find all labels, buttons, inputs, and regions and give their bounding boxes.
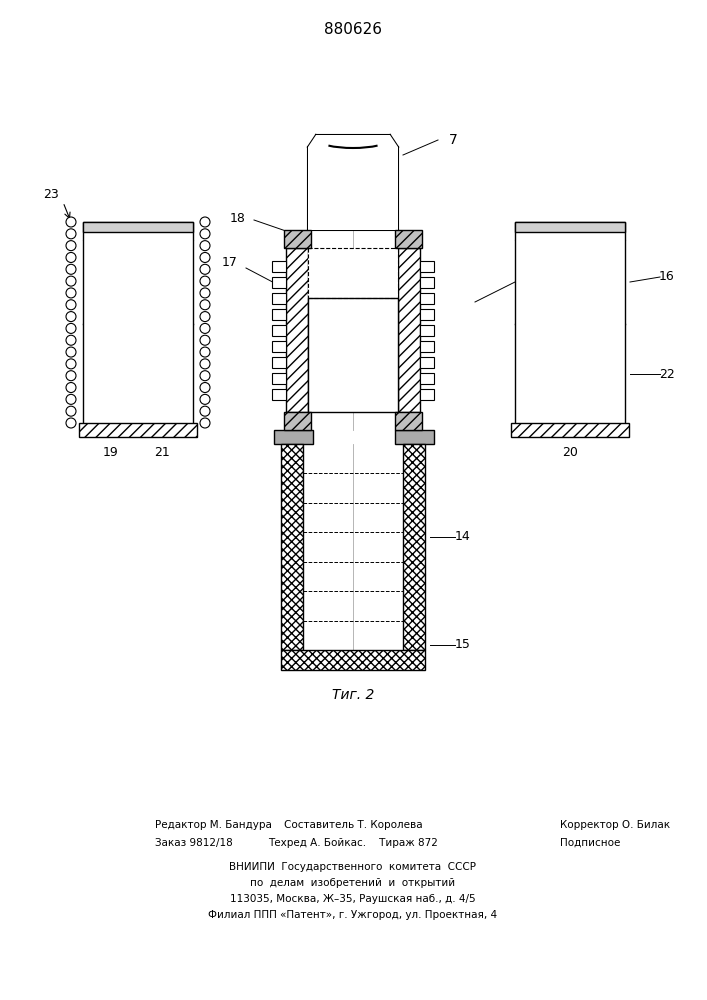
Circle shape [200, 312, 210, 322]
Circle shape [66, 347, 76, 357]
Bar [395, 412, 422, 430]
Circle shape [200, 252, 210, 262]
Bar [272, 260, 286, 271]
Polygon shape [308, 135, 398, 230]
Text: Составитель Т. Королева: Составитель Т. Королева [284, 820, 422, 830]
Text: по  делам  изобретений  и  открытий: по делам изобретений и открытий [250, 878, 455, 888]
Text: 14: 14 [455, 530, 471, 543]
Bar [83, 222, 193, 232]
Bar [79, 423, 197, 437]
Circle shape [200, 418, 210, 428]
Circle shape [200, 300, 210, 310]
Bar [284, 230, 311, 248]
Circle shape [200, 323, 210, 333]
Bar [272, 372, 286, 383]
Circle shape [200, 264, 210, 274]
Bar [420, 388, 434, 399]
Bar [272, 292, 286, 304]
Text: 17: 17 [222, 256, 238, 269]
Circle shape [200, 406, 210, 416]
Circle shape [200, 276, 210, 286]
Bar [272, 388, 286, 399]
Bar [281, 444, 303, 650]
Bar [515, 222, 625, 435]
Text: 21: 21 [154, 446, 170, 460]
Circle shape [66, 371, 76, 381]
Text: Заказ 9812/18: Заказ 9812/18 [155, 838, 233, 848]
Text: ВНИИПИ  Государственного  комитета  СССР: ВНИИПИ Государственного комитета СССР [230, 862, 477, 872]
Text: 18: 18 [230, 212, 246, 225]
Text: 19: 19 [103, 446, 118, 460]
Bar [420, 324, 434, 336]
Circle shape [200, 347, 210, 357]
Circle shape [200, 288, 210, 298]
Text: Корректор О. Билак: Корректор О. Билак [560, 820, 670, 830]
Text: 23: 23 [43, 188, 59, 200]
Text: 22: 22 [659, 368, 675, 381]
Circle shape [66, 312, 76, 322]
Bar [272, 276, 286, 288]
Bar [420, 308, 434, 320]
Circle shape [66, 217, 76, 227]
Bar [308, 298, 398, 412]
Circle shape [200, 394, 210, 404]
Text: 7: 7 [449, 133, 457, 147]
Circle shape [200, 241, 210, 251]
Text: 20: 20 [562, 446, 578, 460]
Circle shape [66, 241, 76, 251]
Text: Τиг. 2: Τиг. 2 [332, 688, 374, 702]
Bar [395, 430, 434, 444]
Circle shape [66, 276, 76, 286]
Circle shape [66, 383, 76, 393]
Text: Подписное: Подписное [560, 838, 620, 848]
Circle shape [66, 300, 76, 310]
Bar [420, 260, 434, 271]
Circle shape [200, 335, 210, 345]
Bar [274, 430, 313, 444]
Circle shape [66, 335, 76, 345]
Text: 15: 15 [455, 639, 471, 652]
Bar [420, 372, 434, 383]
Bar [272, 357, 286, 367]
Bar [420, 292, 434, 304]
Circle shape [200, 371, 210, 381]
Circle shape [66, 359, 76, 369]
Bar [395, 230, 422, 248]
Circle shape [66, 394, 76, 404]
Bar [272, 324, 286, 336]
Bar [272, 308, 286, 320]
Circle shape [200, 359, 210, 369]
Bar [403, 444, 425, 650]
Bar [398, 248, 420, 412]
Bar [515, 222, 625, 232]
Circle shape [200, 229, 210, 239]
Bar [286, 248, 308, 412]
Circle shape [200, 217, 210, 227]
Circle shape [66, 252, 76, 262]
Text: 880626: 880626 [324, 22, 382, 37]
Circle shape [200, 383, 210, 393]
Circle shape [66, 229, 76, 239]
Text: Техред А. Бойкас.    Тираж 872: Техред А. Бойкас. Тираж 872 [268, 838, 438, 848]
Text: 16: 16 [659, 270, 675, 284]
Text: 113035, Москва, Ж–35, Раушская наб., д. 4/5: 113035, Москва, Ж–35, Раушская наб., д. … [230, 894, 476, 904]
Circle shape [66, 418, 76, 428]
Bar [281, 650, 425, 670]
Text: Редактор М. Бандура: Редактор М. Бандура [155, 820, 272, 830]
Circle shape [66, 406, 76, 416]
Bar [420, 357, 434, 367]
Circle shape [66, 264, 76, 274]
Circle shape [66, 323, 76, 333]
Circle shape [66, 288, 76, 298]
Bar [420, 276, 434, 288]
Bar [284, 412, 311, 430]
Bar [511, 423, 629, 437]
Bar [83, 222, 193, 435]
Bar [308, 248, 398, 298]
Bar [272, 340, 286, 352]
Text: Филиал ППП «Патент», г. Ужгород, ул. Проектная, 4: Филиал ППП «Патент», г. Ужгород, ул. Про… [209, 910, 498, 920]
Bar [420, 340, 434, 352]
